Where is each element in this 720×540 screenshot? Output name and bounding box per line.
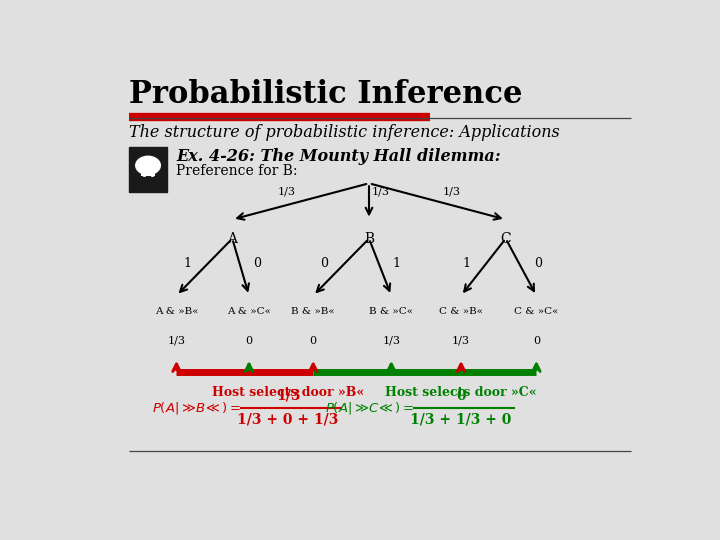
FancyBboxPatch shape <box>129 147 167 192</box>
Text: 0: 0 <box>310 336 317 346</box>
Text: C & »B«: C & »B« <box>439 307 483 316</box>
Text: B: B <box>364 232 374 246</box>
Text: 0: 0 <box>534 257 541 270</box>
Text: A & »C«: A & »C« <box>227 307 271 316</box>
Text: A: A <box>228 232 238 246</box>
Text: C: C <box>500 232 511 246</box>
Text: 1/3: 1/3 <box>382 336 400 346</box>
Text: Host selects door »C«: Host selects door »C« <box>385 386 537 399</box>
Text: 0: 0 <box>456 389 466 403</box>
Text: 1/3 + 0 + 1/3: 1/3 + 0 + 1/3 <box>238 413 339 427</box>
Circle shape <box>136 156 161 174</box>
Text: 1/3: 1/3 <box>276 389 300 403</box>
Text: The structure of probabilistic inference: Applications: The structure of probabilistic inference… <box>129 124 560 141</box>
Text: 1/3: 1/3 <box>452 336 470 346</box>
Text: 1/3 + 1/3 + 0: 1/3 + 1/3 + 0 <box>410 413 512 427</box>
Text: 1/3: 1/3 <box>278 186 296 197</box>
Text: B & »C«: B & »C« <box>369 307 413 316</box>
Text: $P(A|\gg\!C\!\ll) =$: $P(A|\gg\!C\!\ll) =$ <box>325 400 414 416</box>
Text: 1: 1 <box>463 257 471 270</box>
Text: 1/3: 1/3 <box>442 186 460 197</box>
Text: 1: 1 <box>184 257 192 270</box>
Text: 0: 0 <box>533 336 540 346</box>
Text: A & »B«: A & »B« <box>155 307 198 316</box>
Text: 1/3: 1/3 <box>168 336 186 346</box>
Text: $P(A|\gg\!B\!\ll) =$: $P(A|\gg\!B\!\ll) =$ <box>152 400 240 416</box>
Text: Probabilistic Inference: Probabilistic Inference <box>129 79 523 110</box>
Text: Host selects door »B«: Host selects door »B« <box>212 386 364 399</box>
Text: 0: 0 <box>320 257 328 270</box>
Text: 1: 1 <box>393 257 401 270</box>
Text: 0: 0 <box>246 336 253 346</box>
Text: C & »C«: C & »C« <box>514 307 559 316</box>
Text: 0: 0 <box>253 257 261 270</box>
Text: Preference for B:: Preference for B: <box>176 164 298 178</box>
Text: Ex. 4-26: The Mounty Hall dilemma:: Ex. 4-26: The Mounty Hall dilemma: <box>176 148 501 165</box>
Text: B & »B«: B & »B« <box>292 307 335 316</box>
Text: 1/3: 1/3 <box>372 186 390 197</box>
